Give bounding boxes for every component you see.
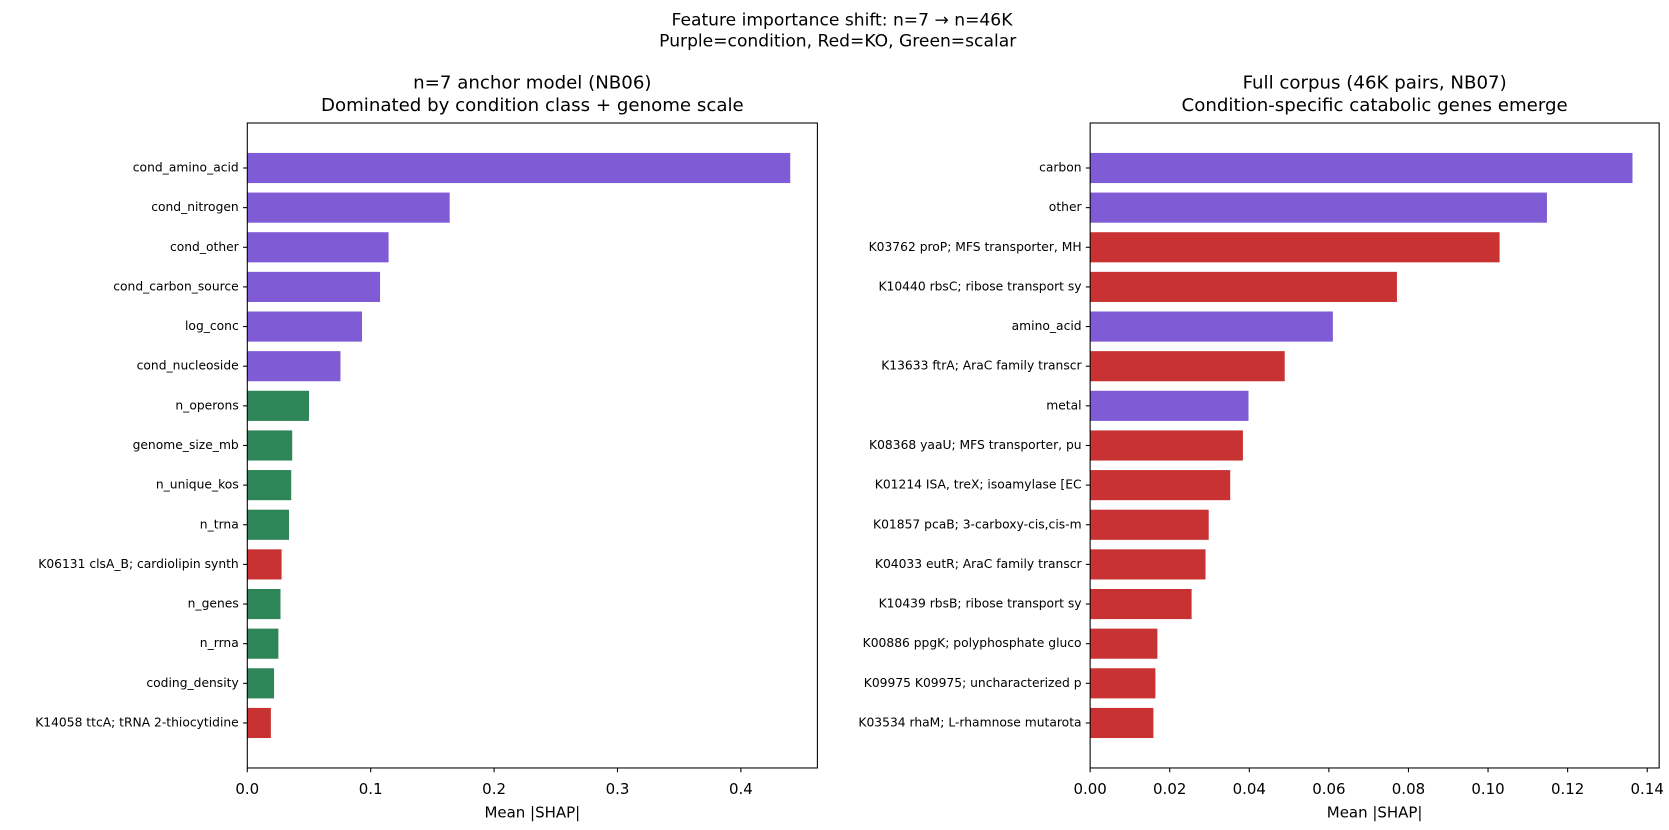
y-tick-label: K09975 K09975; uncharacterized p (864, 676, 1082, 690)
y-tick-label: amino_acid (1012, 319, 1082, 333)
y-tick-label: K08368 yaaU; MFS transporter, pu (869, 438, 1082, 452)
bar (247, 192, 450, 223)
y-tick-label: K13633 ftrA; AraC family transcr (881, 359, 1082, 373)
y-tick-label: K10439 rbsB; ribose transport sy (879, 597, 1082, 611)
y-tick-label: other (1049, 200, 1083, 214)
x-tick-label: 0.4 (729, 780, 753, 798)
chart-subtitle: Condition-specific catabolic genes emerg… (1182, 95, 1568, 116)
x-tick-label: 0.2 (482, 780, 506, 798)
x-tick-label: 0.14 (1631, 780, 1664, 798)
bar (1090, 588, 1192, 620)
bar (247, 668, 275, 699)
y-tick-label: K01214 ISA, treX; isoamylase [EC (875, 478, 1082, 492)
y-tick-label: K14058 ttcA; tRNA 2-thiocytidine (35, 715, 239, 729)
bar (1090, 271, 1397, 302)
bar (247, 588, 281, 620)
bar (247, 390, 309, 421)
y-tick-label: K03762 proP; MFS transporter, MH (869, 240, 1082, 254)
chart-title: n=7 anchor model (NB06) (413, 72, 651, 93)
bar (247, 152, 791, 184)
x-tick-label: 0.12 (1551, 780, 1584, 798)
bar (1090, 628, 1158, 659)
y-tick-label: K00886 ppgK; polyphosphate gluco (863, 636, 1082, 650)
figure-title: Feature importance shift: n=7 → n=46K (672, 10, 1014, 30)
y-tick-label: n_operons (175, 398, 238, 412)
bar (247, 470, 292, 501)
x-tick-label: 0.08 (1392, 780, 1425, 798)
bar (1090, 470, 1231, 501)
bar (1090, 668, 1156, 699)
bar (1090, 232, 1500, 263)
bar (1090, 351, 1285, 382)
bar (1090, 192, 1547, 223)
plot-frame (246, 122, 818, 769)
x-axis-label: Mean |SHAP| (1327, 803, 1423, 821)
y-tick-label: n_rrna (200, 636, 239, 650)
bar (1090, 549, 1206, 580)
x-tick-label: 0.06 (1312, 780, 1345, 798)
y-tick-label: K01857 pcaB; 3-carboxy-cis,cis-m (873, 517, 1082, 531)
bar (1090, 390, 1249, 421)
chart-subtitle: Dominated by condition class + genome sc… (321, 95, 744, 116)
x-tick-label: 0.10 (1471, 780, 1504, 798)
bar (247, 430, 293, 461)
y-tick-label: K04033 eutR; AraC family transcr (875, 557, 1083, 571)
bar (1090, 509, 1209, 540)
y-tick-label: n_genes (188, 597, 239, 611)
bar (247, 628, 279, 659)
y-tick-label: genome_size_mb (133, 438, 239, 452)
y-tick-label: n_unique_kos (156, 478, 239, 492)
y-tick-label: cond_carbon_source (113, 279, 238, 293)
x-tick-label: 0.0 (235, 780, 259, 798)
x-tick-label: 0.04 (1233, 780, 1266, 798)
x-tick-label: 0.3 (606, 780, 630, 798)
bar (247, 549, 282, 580)
y-tick-label: cond_nitrogen (151, 200, 239, 214)
y-tick-label: log_conc (185, 319, 239, 333)
bar (247, 351, 341, 382)
bar (1090, 430, 1243, 461)
y-tick-label: cond_other (170, 240, 240, 254)
y-tick-label: cond_amino_acid (133, 160, 239, 174)
x-tick-label: 0.1 (359, 780, 383, 798)
y-tick-label: K03534 rhaM; L-rhamnose mutarota (858, 715, 1081, 729)
bar (247, 707, 271, 739)
y-tick-label: coding_density (146, 676, 238, 690)
bar (247, 311, 363, 342)
bar (247, 509, 290, 540)
figure-subtitle: Purple=condition, Red=KO, Green=scalar (659, 32, 1017, 52)
plot-frame (1089, 122, 1660, 769)
x-tick-label: 0.02 (1153, 780, 1186, 798)
chart-title: Full corpus (46K pairs, NB07) (1243, 72, 1507, 93)
bar (247, 271, 381, 302)
y-tick-label: cond_nucleoside (137, 359, 239, 373)
bar (1090, 152, 1633, 184)
x-tick-label: 0.00 (1073, 780, 1106, 798)
y-tick-label: carbon (1039, 160, 1081, 174)
x-axis-label: Mean |SHAP| (485, 803, 581, 821)
bar (1090, 707, 1154, 739)
y-tick-label: K10440 rbsC; ribose transport sy (878, 279, 1081, 293)
bar (1090, 311, 1333, 342)
bar (247, 232, 389, 263)
y-tick-label: n_trna (200, 517, 239, 531)
y-tick-label: K06131 clsA_B; cardiolipin synth (38, 557, 238, 571)
y-tick-label: metal (1046, 398, 1081, 412)
